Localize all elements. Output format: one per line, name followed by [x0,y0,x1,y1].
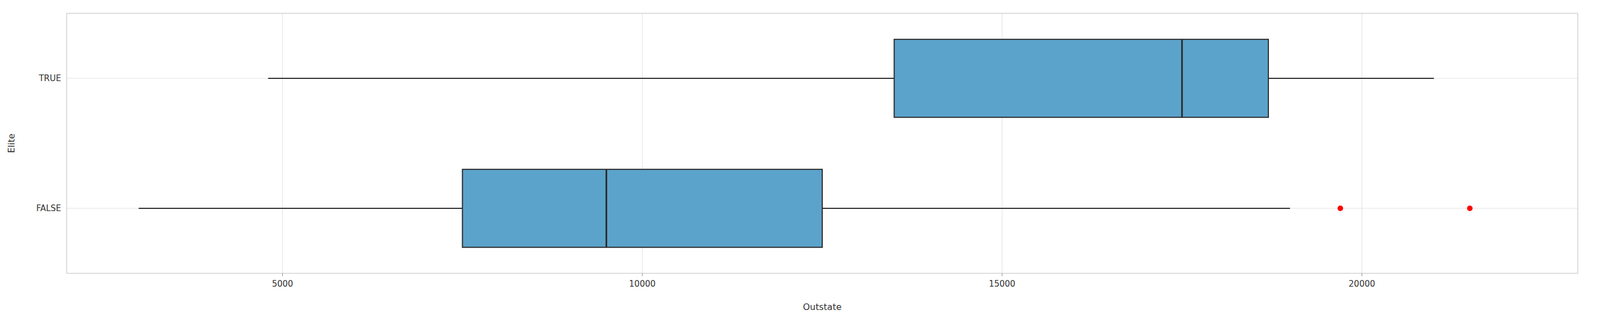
x-tick [1001,273,1003,277]
whisker-low [268,77,895,79]
box-group [268,39,1434,118]
x-tick-label: 20000 [1348,278,1376,289]
marks [138,39,1473,248]
x-tick-label: 10000 [628,278,656,289]
median [1181,39,1183,118]
grid-line-y [66,78,1578,79]
whisker-high [822,207,1290,209]
x-axis-label: Outstate [802,301,842,313]
x-tick [282,273,283,277]
y-tick-label: FALSE [36,203,62,214]
plot-frame [66,13,1578,274]
chart-container: 5000 10000 15000 20000 Outstate TRUE FALSE Elit… [0,0,1600,320]
y-axis: TRUE FALSE [36,73,62,214]
y-tick-label: TRUE [38,73,62,84]
outlier [1337,205,1344,212]
chart-svg: 5000 10000 15000 20000 Outstate TRUE FALSE Elit… [0,0,1600,320]
x-tick [642,273,643,277]
x-tick-label: 5000 [271,278,293,289]
y-axis-label: Elite [6,133,17,153]
grid-line-x [282,13,283,274]
box [894,39,1269,118]
grid [66,13,1578,274]
median [605,169,608,248]
box [462,169,823,248]
whisker-high [1268,77,1434,79]
outlier [1467,205,1473,212]
grid-line-x [1361,13,1363,274]
x-tick [1361,273,1363,277]
x-tick-label: 15000 [988,278,1016,289]
whisker-low [138,207,463,209]
box-group [138,169,1473,248]
x-axis: 5000 10000 15000 20000 [271,273,1375,289]
